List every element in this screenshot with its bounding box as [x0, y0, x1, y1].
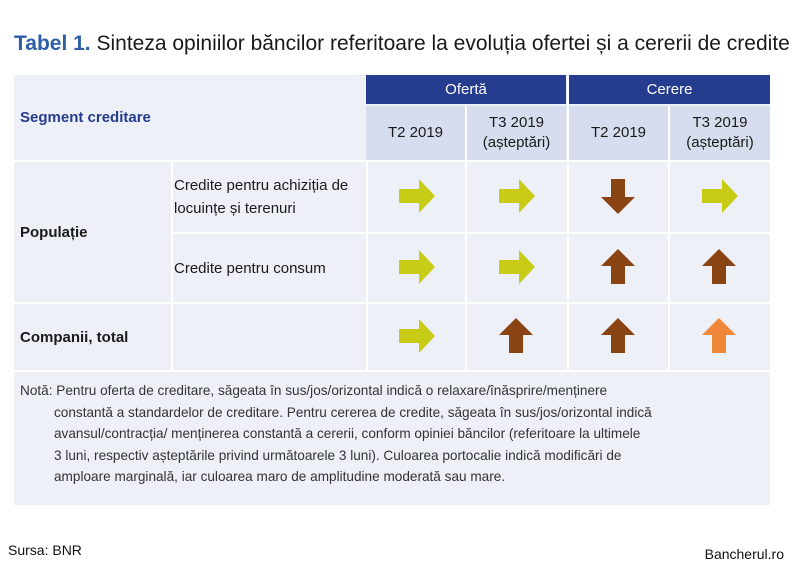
row-divider: [14, 160, 770, 162]
note-line: 3 luni, respectiv așteptările privind ur…: [54, 447, 622, 463]
arrow-down-icon: [601, 179, 635, 214]
period-header: T2 2019: [366, 106, 465, 160]
row-label-locuinte: Credite pentru achiziția de locuințe și …: [174, 177, 349, 217]
column-divider: [465, 106, 467, 370]
row-divider: [171, 232, 770, 234]
column-divider: [567, 75, 569, 370]
arrow-layer: [399, 179, 738, 353]
group-header-oferta: Ofertă: [366, 75, 566, 104]
table-note: Notă: Pentru oferta de creditare, săgeat…: [20, 380, 760, 488]
arrow-up-icon: [702, 318, 736, 353]
group-header-cerere: Cerere: [569, 75, 770, 104]
arrow-up-icon: [601, 249, 635, 284]
column-divider: [171, 162, 173, 370]
source-text: Sursa: BNR: [8, 542, 82, 558]
credit-opinion-table: Ofertă Cerere T2 2019 T3 2019 (așteptări…: [14, 75, 770, 505]
note-line: constantă a standardelor de creditare. P…: [54, 404, 652, 420]
arrow-right-icon: [399, 319, 435, 353]
arrow-right-icon: [399, 179, 435, 213]
note-line: amploare marginală, iar culoarea maro de…: [54, 469, 506, 484]
period-header: T2 2019: [569, 106, 668, 160]
row-label-consum: Credite pentru consum: [174, 259, 326, 277]
period-header: T3 2019 (așteptări): [467, 106, 566, 160]
arrow-right-icon: [499, 250, 535, 284]
row-group-populatie: Populație: [20, 223, 88, 241]
row-divider: [14, 370, 770, 372]
table-title: Tabel 1. Sinteza opiniilor băncilor refe…: [14, 32, 790, 56]
arrow-up-icon: [702, 249, 736, 284]
arrow-right-icon: [499, 179, 535, 213]
note-line: avansul/contracția/ menținerea constantă…: [54, 426, 641, 441]
arrow-up-icon: [601, 318, 635, 353]
brand-text: Bancherul.ro: [704, 546, 784, 562]
row-group-companii: Companii, total: [20, 328, 129, 346]
row-divider: [14, 302, 770, 304]
period-header: T3 2019 (așteptări): [670, 106, 770, 160]
arrow-right-icon: [702, 179, 738, 213]
column-divider: [366, 162, 368, 370]
arrow-right-icon: [399, 250, 435, 284]
table-title-text: Sinteza opiniilor băncilor referitoare l…: [96, 32, 790, 55]
note-line: Notă: Pentru oferta de creditare, săgeat…: [20, 383, 608, 398]
table-number: Tabel 1.: [14, 32, 91, 55]
segment-header: Segment creditare: [20, 109, 151, 126]
column-divider: [668, 106, 670, 370]
arrow-up-icon: [499, 318, 533, 353]
